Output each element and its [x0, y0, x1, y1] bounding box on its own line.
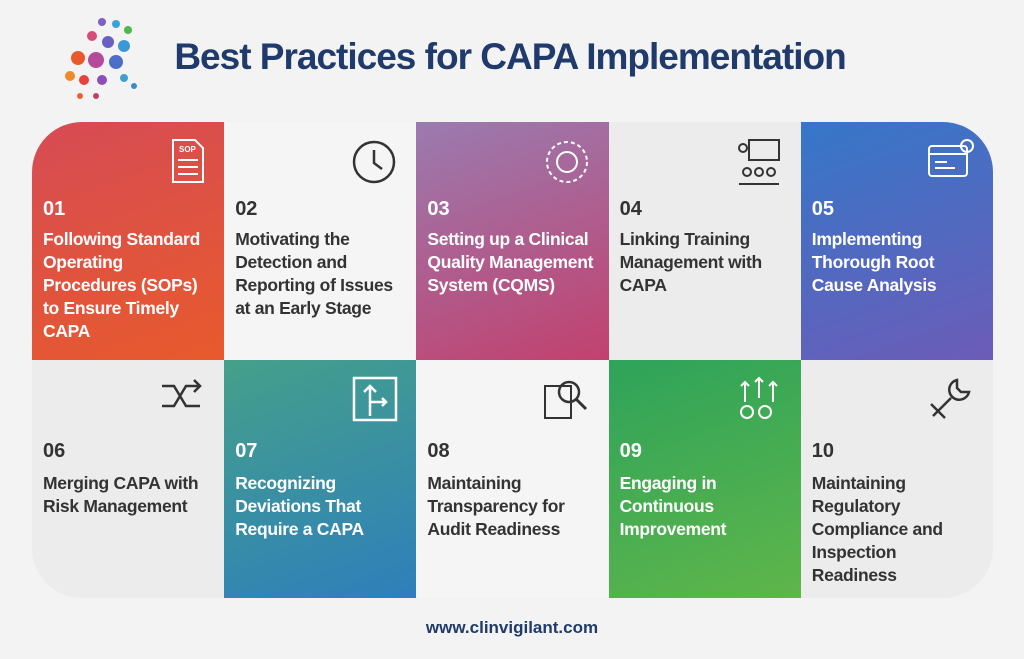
footer-url: www.clinvigilant.com	[425, 618, 599, 637]
audit-icon	[543, 380, 587, 419]
improvement-icon	[739, 376, 778, 419]
card-text: Maintaining Regulatory Compliance and In…	[811, 473, 943, 585]
analysis-icon	[927, 139, 974, 177]
card-text: Engaging in Continuous Improvement	[619, 473, 727, 539]
logo	[65, 18, 137, 99]
practice-card: 02 Motivating the Detection and Reportin…	[224, 122, 417, 360]
card-number: 10	[811, 440, 835, 462]
practice-card: 05 Implementing Thorough Root Cause Anal…	[800, 122, 993, 360]
card-number: 06	[43, 440, 66, 462]
card-text: Recognizing Deviations That Require a CA…	[235, 473, 364, 539]
card-number: 09	[619, 440, 642, 462]
practice-card: 03 Setting up a Clinical Quality Managem…	[416, 122, 609, 360]
merge-icon	[162, 379, 202, 408]
card-text: Linking Training Management with CAPA	[619, 229, 763, 295]
title: Best Practices for CAPA Implementation	[174, 36, 846, 77]
card-number: 05	[811, 198, 835, 220]
practice-card: 08 Maintaining Transparency for Audit Re…	[416, 360, 609, 598]
compliance-icon	[930, 378, 971, 419]
training-icon	[737, 139, 780, 185]
gear-icon	[545, 141, 588, 183]
sop-icon: SOP	[172, 139, 205, 183]
card-text: Implementing Thorough Root Cause Analysi…	[811, 229, 937, 295]
history-icon	[353, 140, 396, 184]
card-text: Following Standard Operating Procedures …	[43, 229, 200, 341]
practice-card: 10 Maintaining Regulatory Compliance and…	[800, 360, 993, 598]
card-number: 01	[43, 198, 66, 220]
card-number: 08	[427, 440, 450, 462]
practice-card: 04 Linking Training Management with CAPA	[608, 122, 801, 360]
practice-card: 07 Recognizing Deviations That Require a…	[224, 360, 417, 598]
svg-text:SOP: SOP	[179, 145, 197, 154]
card-text: Merging CAPA with Risk Management	[43, 473, 199, 516]
card-text: Setting up a Clinical Quality Management…	[427, 229, 594, 295]
practice-grid: SOP 01 Following Standard Operating Proc…	[32, 122, 993, 598]
deviation-icon	[353, 376, 398, 422]
card-text: Maintaining Transparency for Audit Readi…	[427, 473, 565, 539]
practice-card: SOP 01 Following Standard Operating Proc…	[32, 122, 225, 360]
card-number: 03	[427, 198, 450, 220]
card-number: 04	[619, 198, 642, 220]
practice-card: 09 Engaging in Continuous Improvement	[608, 360, 801, 598]
practice-card: 06 Merging CAPA with Risk Management	[32, 360, 225, 598]
card-number: 02	[235, 198, 258, 220]
card-text: Motivating the Detection and Reporting o…	[235, 229, 393, 318]
card-number: 07	[235, 440, 258, 462]
